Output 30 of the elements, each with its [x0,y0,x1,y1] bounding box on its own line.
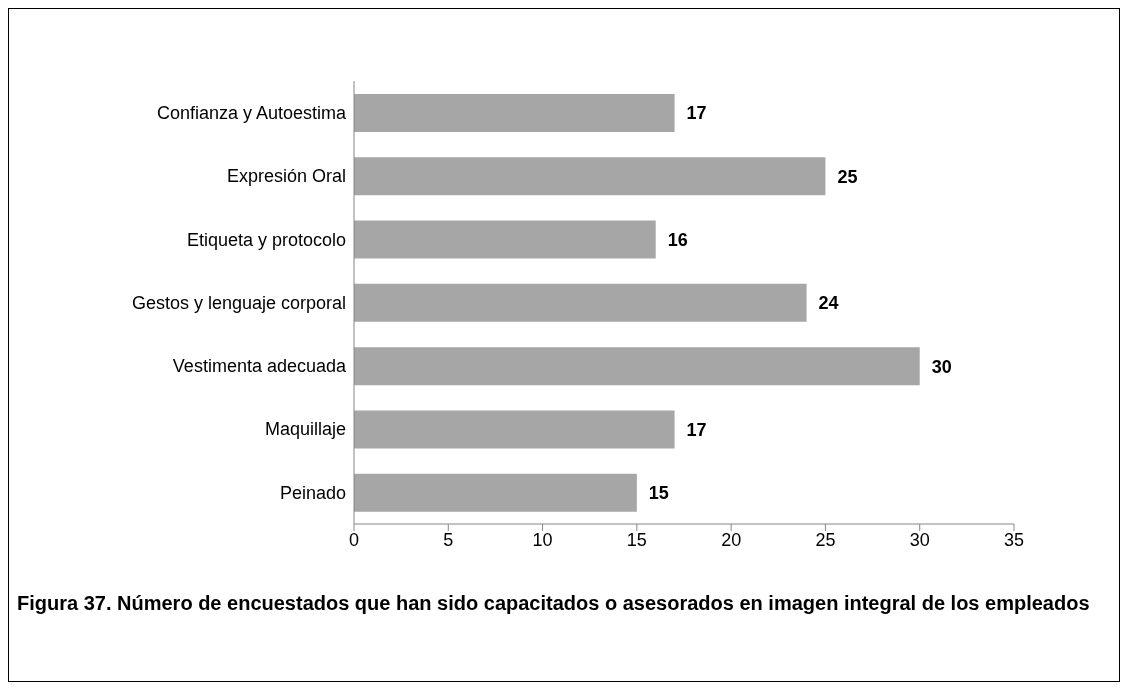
x-tick-label: 20 [721,529,742,550]
data-label: 30 [931,356,952,377]
bar [354,283,807,322]
x-tick-label: 0 [348,529,360,550]
bar [354,94,675,132]
text: Figura 37. Número de encuestados que han sido capacitados o asesorados en imagen integral de los empleados [17,591,1091,616]
data-label: 24 [818,293,839,314]
data-label: 17 [686,419,707,440]
data-label: 25 [837,166,858,187]
x-tick-label: 35 [1003,529,1025,550]
bar [354,410,675,449]
x-tick-label: 30 [909,529,930,550]
data-label: 16 [667,229,688,250]
bar [354,473,637,512]
y-tick-label: Maquillaje [264,419,346,440]
data-label: 17 [686,103,707,124]
bar [354,220,656,259]
y-tick-label: Etiqueta y protocolo [186,229,346,250]
y-tick-label: Confianza y Autoestima [156,103,347,124]
y-tick-label: Vestimenta adecuada [172,356,347,377]
x-tick-label: 15 [626,529,647,550]
y-tick-label: Expresión Oral [226,166,346,187]
y-tick-label: Peinado [279,482,346,503]
x-tick-label: 10 [532,529,553,550]
bar [354,157,826,196]
y-tick-label: Gestos y lenguaje corporal [131,292,346,313]
data-label: 15 [648,483,669,504]
x-tick-label: 5 [443,529,454,550]
x-tick-label: 25 [815,529,836,550]
bar [354,347,920,386]
